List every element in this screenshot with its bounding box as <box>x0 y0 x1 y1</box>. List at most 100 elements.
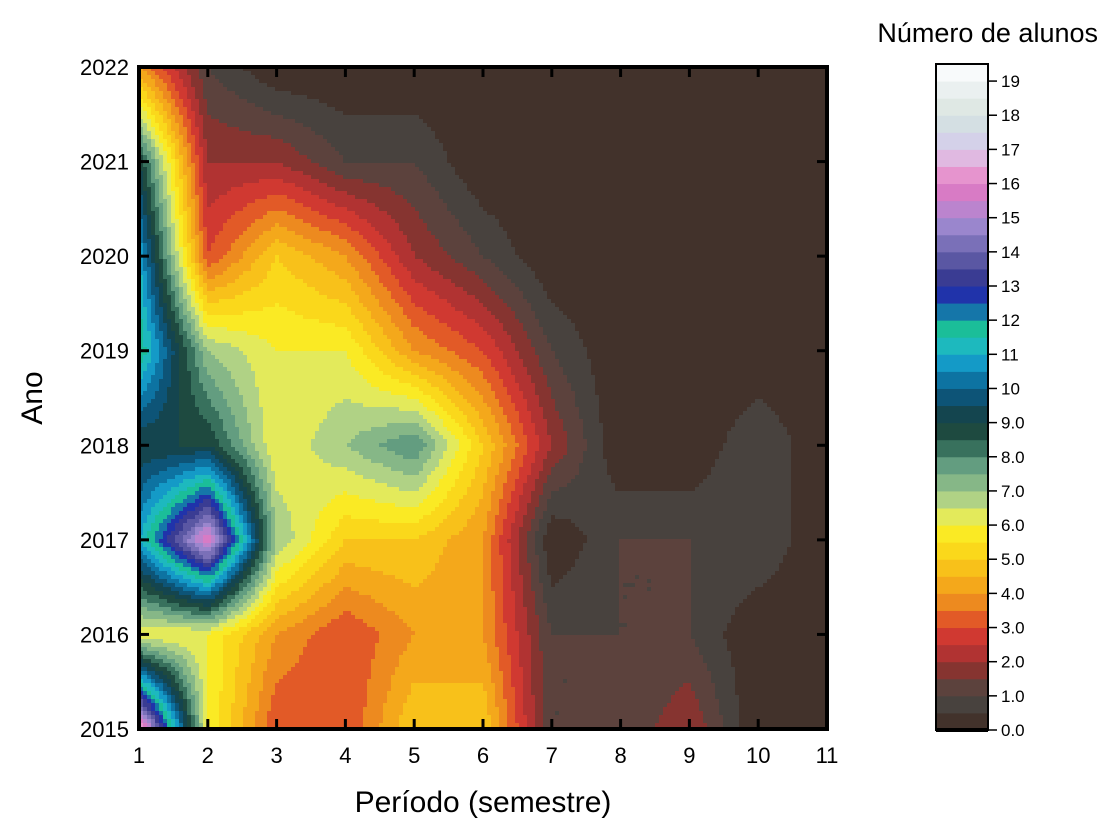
contour-cell <box>619 179 624 184</box>
contour-cell <box>695 99 700 104</box>
contour-cell <box>299 71 304 76</box>
contour-cell <box>711 123 716 128</box>
contour-cell <box>535 79 540 84</box>
contour-cell <box>179 175 184 180</box>
contour-cell <box>479 95 484 100</box>
contour-cell <box>283 95 288 100</box>
contour-cell <box>599 159 604 164</box>
contour-cell <box>159 127 164 132</box>
contour-cell <box>383 167 388 172</box>
contour-cell <box>799 119 804 124</box>
contour-cell <box>523 99 528 104</box>
contour-cell <box>159 95 164 100</box>
contour-cell <box>635 139 640 144</box>
contour-cell <box>275 99 280 104</box>
contour-cell <box>775 123 780 128</box>
contour-cell <box>163 147 168 152</box>
contour-cell <box>775 87 780 92</box>
contour-cell <box>531 75 536 80</box>
contour-cell <box>227 179 232 184</box>
contour-cell <box>175 71 180 76</box>
contour-cell <box>363 71 368 76</box>
contour-cell <box>175 75 180 80</box>
contour-cell <box>287 151 292 156</box>
contour-cell <box>303 103 308 108</box>
contour-cell <box>435 75 440 80</box>
contour-cell <box>471 75 476 80</box>
contour-cell <box>275 155 280 160</box>
contour-cell <box>491 147 496 152</box>
contour-cell <box>675 167 680 172</box>
contour-cell <box>419 75 424 80</box>
contour-cell <box>539 107 544 112</box>
contour-cell <box>599 75 604 80</box>
contour-cell <box>267 67 272 72</box>
contour-cell <box>347 159 352 164</box>
contour-cell <box>239 91 244 96</box>
contour-cell <box>235 147 240 152</box>
contour-cell <box>175 179 180 184</box>
contour-cell <box>611 95 616 100</box>
contour-cell <box>347 87 352 92</box>
contour-cell <box>443 151 448 156</box>
contour-cell <box>371 123 376 128</box>
contour-cell <box>763 175 768 180</box>
contour-cell <box>627 179 632 184</box>
contour-cell <box>375 139 380 144</box>
contour-cell <box>411 151 416 156</box>
contour-cell <box>507 67 512 72</box>
contour-cell <box>735 147 740 152</box>
contour-cell <box>747 155 752 160</box>
contour-cell <box>507 115 512 120</box>
contour-cell <box>791 91 796 96</box>
contour-cell <box>695 103 700 108</box>
contour-cell <box>447 67 452 72</box>
contour-cell <box>735 95 740 100</box>
contour-cell <box>211 103 216 108</box>
contour-cell <box>691 107 696 112</box>
contour-cell <box>315 71 320 76</box>
contour-cell <box>455 103 460 108</box>
contour-cell <box>211 159 216 164</box>
contour-cell <box>523 83 528 88</box>
contour-cell <box>567 95 572 100</box>
contour-cell <box>639 167 644 172</box>
contour-cell <box>459 87 464 92</box>
contour-cell <box>399 107 404 112</box>
contour-cell <box>799 123 804 128</box>
contour-cell <box>403 71 408 76</box>
contour-cell <box>627 143 632 148</box>
contour-cell <box>395 71 400 76</box>
contour-cell <box>403 95 408 100</box>
contour-cell <box>359 95 364 100</box>
contour-cell <box>615 75 620 80</box>
contour-cell <box>719 175 724 180</box>
contour-cell <box>563 103 568 108</box>
contour-cell <box>767 159 772 164</box>
contour-cell <box>667 143 672 148</box>
contour-cell <box>379 103 384 108</box>
contour-cell <box>751 99 756 104</box>
contour-cell <box>659 75 664 80</box>
contour-cell <box>763 131 768 136</box>
contour-cell <box>739 127 744 132</box>
contour-cell <box>631 163 636 168</box>
contour-cell <box>523 139 528 144</box>
contour-cell <box>603 115 608 120</box>
contour-cell <box>379 95 384 100</box>
contour-cell <box>767 119 772 124</box>
contour-cell <box>695 163 700 168</box>
contour-cell <box>759 131 764 136</box>
contour-cell <box>707 135 712 140</box>
contour-cell <box>147 179 152 184</box>
contour-cell <box>527 111 532 116</box>
contour-cell <box>535 67 540 72</box>
contour-cell <box>415 119 420 124</box>
contour-cell <box>467 95 472 100</box>
contour-cell <box>167 83 172 88</box>
contour-cell <box>391 175 396 180</box>
contour-cell <box>715 103 720 108</box>
contour-cell <box>543 143 548 148</box>
contour-cell <box>287 127 292 132</box>
contour-cell <box>483 151 488 156</box>
